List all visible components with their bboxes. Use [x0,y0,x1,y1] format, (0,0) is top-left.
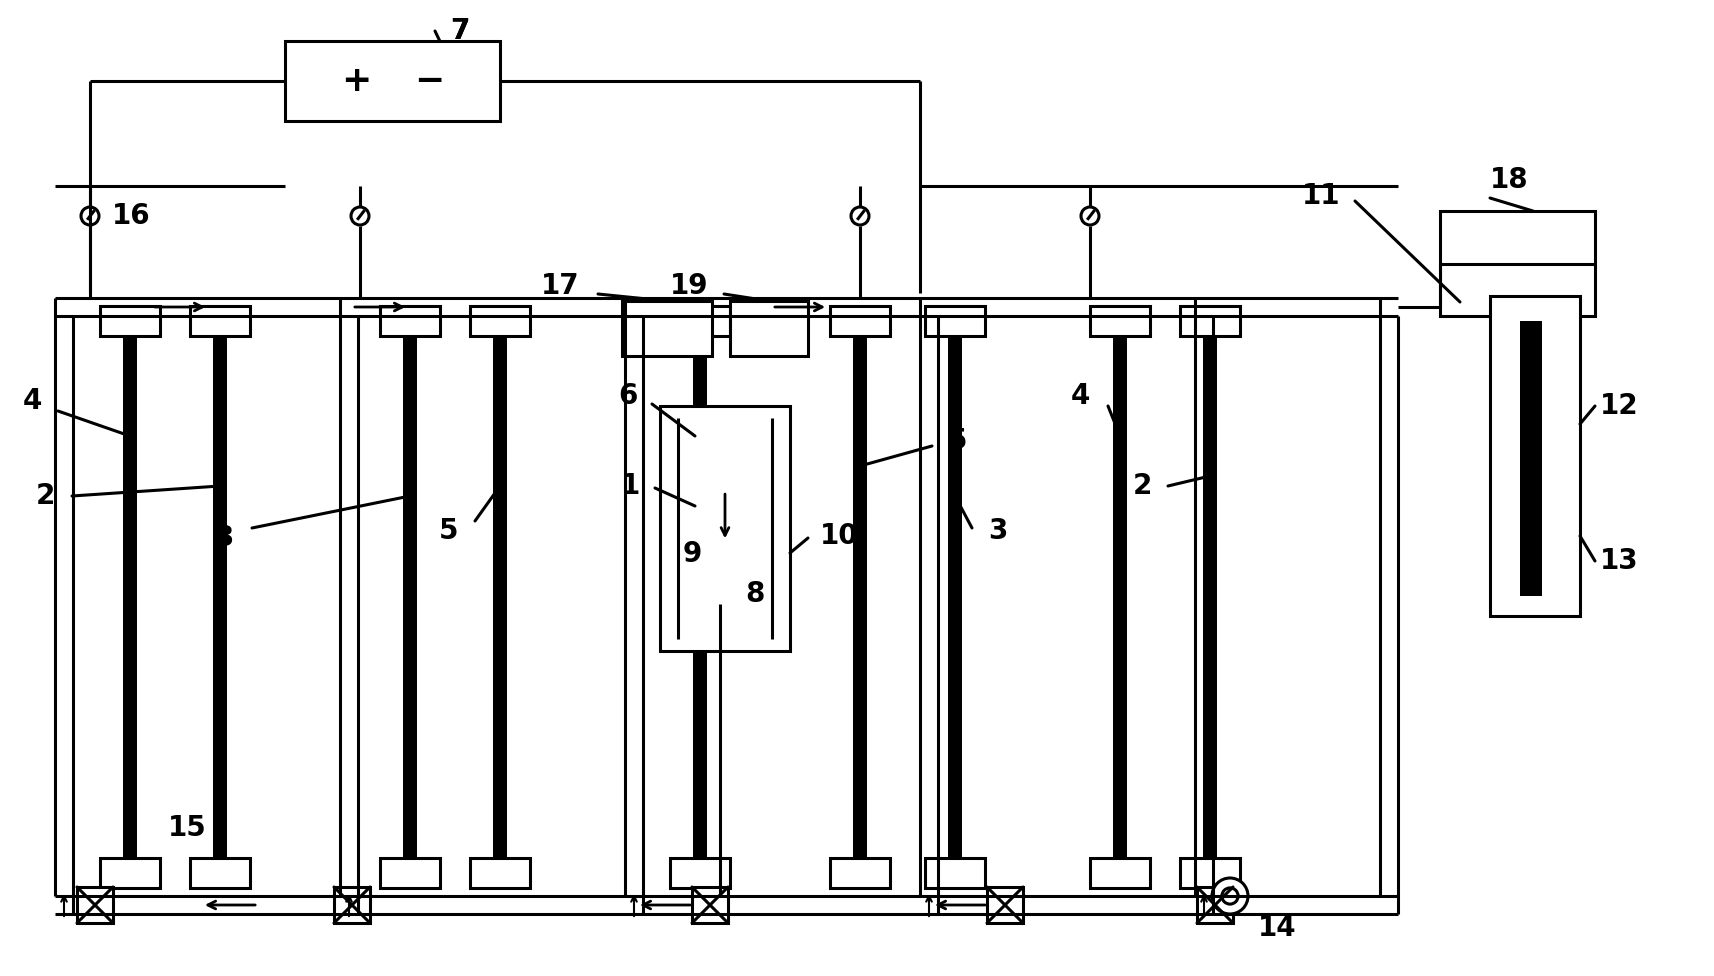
Bar [1179,858,1239,888]
Text: 3: 3 [987,517,1006,545]
Text: 11: 11 [1301,182,1339,210]
Text: 7: 7 [449,17,470,45]
Bar [470,306,530,336]
Bar [1090,858,1150,888]
Text: +: + [341,64,370,98]
Text: 9: 9 [682,540,701,568]
Bar [830,306,890,336]
Text: 18: 18 [1489,166,1527,194]
Bar [492,336,507,858]
Text: 2: 2 [1131,472,1152,500]
Bar [1202,336,1217,858]
Bar [381,306,440,336]
Bar [987,887,1023,923]
Bar [213,336,226,858]
Bar [1440,211,1594,316]
Bar [730,301,807,356]
Circle shape [1080,207,1099,225]
Bar [692,336,706,858]
Text: 17: 17 [542,272,579,300]
Circle shape [81,207,99,225]
Bar [334,887,370,923]
Bar [924,858,984,888]
Bar [470,858,530,888]
Bar [924,306,984,336]
Bar [99,306,159,336]
Text: 5: 5 [439,517,458,545]
Bar [660,406,790,651]
Text: 2: 2 [36,482,55,510]
Bar [99,858,159,888]
Bar [670,858,730,888]
Circle shape [701,568,737,604]
Circle shape [711,578,728,594]
Circle shape [351,207,369,225]
Text: 13: 13 [1599,547,1637,575]
Bar [948,336,962,858]
Bar [1489,296,1579,616]
Text: 5: 5 [948,427,967,455]
Circle shape [1220,888,1238,904]
Bar [691,887,727,923]
Bar [123,336,137,858]
Text: 7: 7 [449,17,470,45]
Bar [285,41,500,121]
Bar [1112,336,1126,858]
Text: 3: 3 [214,524,233,552]
Bar [1196,887,1232,923]
Text: 6: 6 [619,382,638,410]
Circle shape [1212,878,1248,914]
Text: 12: 12 [1599,392,1637,420]
Text: 15: 15 [168,814,207,842]
Bar [1519,321,1541,596]
Bar [77,887,113,923]
Bar [830,858,890,888]
Text: 14: 14 [1258,914,1296,942]
Text: 19: 19 [668,272,708,300]
Bar [622,301,711,356]
Bar [670,306,730,336]
Circle shape [850,207,869,225]
Bar [1179,306,1239,336]
Bar [190,858,250,888]
Bar [852,336,867,858]
Text: 10: 10 [819,522,859,550]
Text: 4: 4 [1070,382,1090,410]
Text: −: − [413,64,444,98]
Bar [1090,306,1150,336]
Bar [381,858,440,888]
Text: 16: 16 [111,202,151,230]
Bar [190,306,250,336]
Text: 8: 8 [744,580,764,608]
Bar [403,336,417,858]
Text: 4: 4 [22,387,41,415]
Text: 1: 1 [620,472,639,500]
